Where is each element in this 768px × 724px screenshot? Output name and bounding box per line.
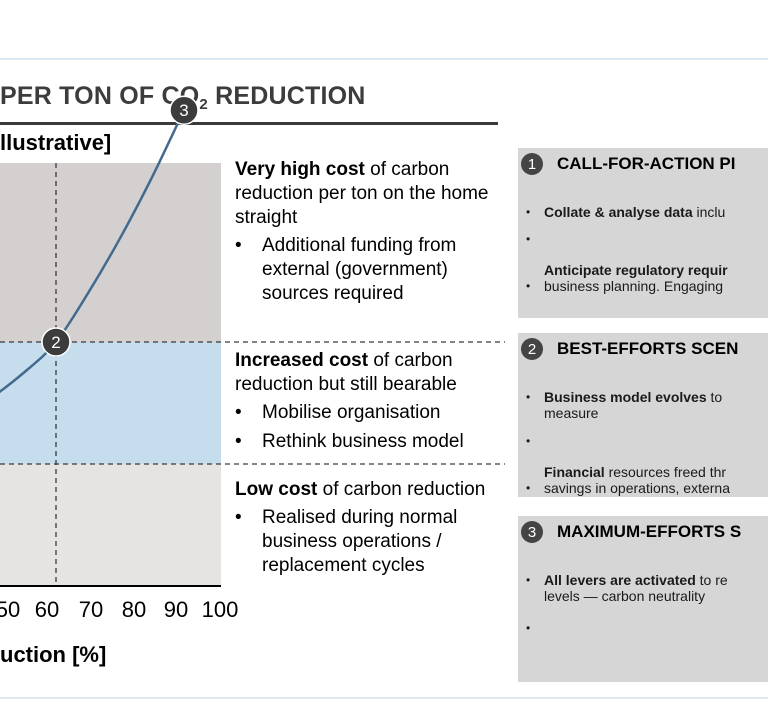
zone-very-high-bullets: Additional funding from external (govern… <box>235 234 490 306</box>
heading-prefix: PER TON OF CO <box>0 82 200 110</box>
card-item-bold: Business model evolves <box>544 389 707 405</box>
card-best-efforts-item: Business model evolves to <box>544 390 722 405</box>
x-tick-label: 70 <box>79 597 103 622</box>
top-divider <box>0 58 768 60</box>
zone-increased-desc: of carbon reduction but still bearable <box>235 350 457 395</box>
zone-low-bullet: Realised during normal business operatio… <box>235 506 490 578</box>
card-maximum-efforts-header: 3 MAXIMUM-EFFORTS S <box>518 516 741 548</box>
zone-very-high-bullet: Additional funding from external (govern… <box>235 234 490 306</box>
heading-underline <box>0 122 498 125</box>
cost-curve-line <box>0 109 186 394</box>
marker-circle <box>169 95 199 125</box>
bullet-dot: • <box>526 232 531 246</box>
bullet-dot: • <box>526 205 531 219</box>
zone-middle-band <box>0 342 221 464</box>
bullet-dot: • <box>526 279 531 293</box>
bullet-dot: • <box>526 434 531 448</box>
zone-increased-description: Increased cost of carbon reduction but s… <box>235 349 495 397</box>
marker-2-icon: 2 <box>41 327 71 357</box>
card-best-efforts: 2 BEST-EFFORTS SCEN • Business model evo… <box>518 333 768 497</box>
card-best-efforts-item: savings in operations, externa <box>544 481 730 496</box>
card-item-text: business planning. Engaging <box>544 278 724 294</box>
card-call-for-action-item: Collate & analyse data inclu <box>544 205 725 220</box>
card-item-text: to re <box>695 572 728 588</box>
bullet-dot: • <box>526 621 531 635</box>
bullet-dot: • <box>526 481 531 495</box>
zone-low-description: Low cost of carbon reduction <box>235 478 490 502</box>
card-maximum-efforts-title: MAXIMUM-EFFORTS S <box>557 522 742 541</box>
zone-increased-text: Increased cost of carbon reduction but s… <box>235 349 495 454</box>
number-2-icon: 2 <box>521 338 543 360</box>
card-item-text: inclu <box>692 204 726 220</box>
bullet-dot: • <box>526 390 531 404</box>
card-best-efforts-item: measure <box>544 406 598 421</box>
zone-very-high-description: Very high cost of carbon reduction per t… <box>235 158 490 230</box>
card-item-text: measure <box>544 405 599 421</box>
zone-increased-bullet: Mobilise organisation <box>235 401 495 425</box>
heading-subscript: 2 <box>199 96 208 113</box>
card-item-text: savings in operations, externa <box>544 480 730 496</box>
zone-very-high-bold: Very high cost <box>235 159 365 180</box>
heading-suffix: REDUCTION <box>207 82 366 110</box>
number-3-icon: 3 <box>521 521 543 543</box>
card-maximum-efforts-item: All levers are activated to re <box>544 573 728 588</box>
card-item-text: levels — carbon neutrality <box>544 588 706 604</box>
card-item-bold: Collate & analyse data <box>544 204 693 220</box>
page-heading: PER TON OF CO2 REDUCTION <box>0 82 366 113</box>
card-best-efforts-header: 2 BEST-EFFORTS SCEN <box>518 333 738 365</box>
illustrative-label: llustrative] <box>0 130 112 155</box>
bottom-divider <box>0 697 768 699</box>
cost-curve-chart: 5060708090100123 <box>0 95 505 622</box>
card-call-for-action-header: 1 CALL-FOR-ACTION PI <box>518 148 735 180</box>
x-tick-label: 100 <box>202 597 239 622</box>
zone-low-text: Low cost of carbon reduction Realised du… <box>235 478 490 578</box>
x-tick-label: 80 <box>122 597 146 622</box>
zone-low-desc: of carbon reduction <box>317 479 486 500</box>
marker-circle <box>41 327 71 357</box>
card-best-efforts-item: Financial resources freed thr <box>544 465 726 480</box>
zone-very-high-desc: of carbon reduction per ton on the home … <box>235 159 489 228</box>
x-tick-label: 90 <box>164 597 188 622</box>
zone-top-band <box>0 163 221 342</box>
card-item-text: resources freed thr <box>604 464 727 480</box>
card-item-bold: Anticipate regulatory requir <box>544 262 728 278</box>
zone-increased-bullets: Mobilise organisation Rethink business m… <box>235 401 495 454</box>
zone-bottom-band <box>0 464 221 586</box>
zone-low-bullets: Realised during normal business operatio… <box>235 506 490 578</box>
bullet-dot: • <box>526 573 531 587</box>
card-item-bold: Financial <box>544 464 605 480</box>
marker-label: 3 <box>179 101 188 120</box>
card-call-for-action-item: business planning. Engaging <box>544 279 723 294</box>
marker-label: 2 <box>51 333 60 352</box>
card-maximum-efforts-item: levels — carbon neutrality <box>544 589 705 604</box>
zone-increased-bullet: Rethink business model <box>235 430 495 454</box>
x-axis-label: uction [%] <box>0 642 107 667</box>
card-call-for-action: 1 CALL-FOR-ACTION PI • Collate & analyse… <box>518 148 768 318</box>
marker-3-icon: 3 <box>169 95 199 125</box>
card-best-efforts-title: BEST-EFFORTS SCEN <box>557 339 739 358</box>
card-item-text: to <box>706 389 723 405</box>
x-tick-label: 50 <box>0 597 20 622</box>
card-call-for-action-item: Anticipate regulatory requir <box>544 263 728 278</box>
card-call-for-action-title: CALL-FOR-ACTION PI <box>557 154 736 173</box>
zone-very-high-text: Very high cost of carbon reduction per t… <box>235 158 490 306</box>
zone-low-bold: Low cost <box>235 479 318 500</box>
card-maximum-efforts: 3 MAXIMUM-EFFORTS S • All levers are act… <box>518 516 768 682</box>
x-tick-label: 60 <box>35 597 59 622</box>
card-item-bold: All levers are activated <box>544 572 696 588</box>
zone-increased-bold: Increased cost <box>235 350 369 371</box>
number-1-icon: 1 <box>521 153 543 175</box>
